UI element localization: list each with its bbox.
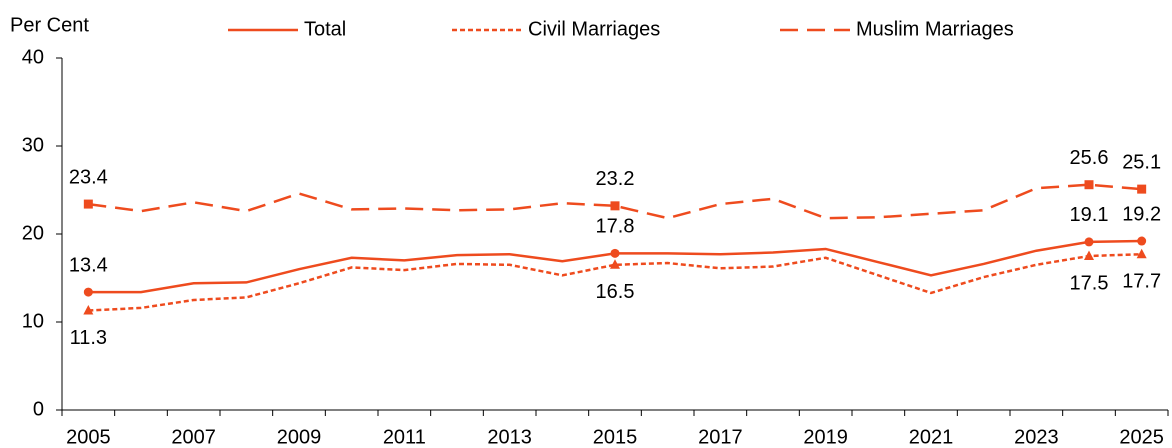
data-label: 25.1 [1122, 151, 1161, 173]
x-tick-label: 2007 [171, 426, 216, 448]
x-tick-label: 2019 [803, 426, 848, 448]
y-tick-label: 0 [33, 398, 44, 420]
series-line [88, 183, 1142, 220]
marker [1084, 250, 1094, 260]
data-label: 17.8 [596, 216, 635, 238]
data-label: 11.3 [70, 327, 107, 349]
legend-label: Total [304, 18, 346, 40]
data-label: 25.6 [1070, 147, 1109, 169]
y-tick-label: 30 [22, 134, 44, 156]
x-tick-label: 2005 [66, 426, 111, 448]
data-label: 17.5 [1070, 272, 1109, 294]
x-tick-label: 2013 [487, 426, 532, 448]
data-label: 23.2 [596, 168, 635, 190]
marker [1137, 184, 1147, 194]
x-tick-label: 2025 [1119, 426, 1164, 448]
x-tick-label: 2017 [698, 426, 743, 448]
legend-label: Muslim Marriages [856, 18, 1014, 40]
x-tick-label: 2009 [277, 426, 322, 448]
y-tick-label: 20 [22, 222, 44, 244]
data-label: 23.4 [69, 166, 108, 188]
marker [83, 199, 93, 209]
marker [1136, 248, 1147, 259]
marker [83, 287, 93, 297]
marker [610, 259, 620, 269]
marker [1084, 237, 1094, 247]
marker [83, 305, 94, 315]
marker [610, 201, 620, 211]
data-label: 19.2 [1122, 203, 1161, 225]
y-axis-label: Per Cent [10, 14, 89, 36]
marker [1084, 180, 1094, 190]
legend-label: Civil Marriages [528, 18, 660, 40]
y-tick-label: 40 [22, 46, 44, 68]
data-label: 17.7 [1122, 271, 1161, 293]
data-label: 19.1 [1070, 204, 1109, 226]
data-label: 16.5 [596, 281, 635, 303]
y-tick-label: 10 [22, 310, 44, 332]
x-tick-label: 2011 [383, 426, 426, 448]
marker [1137, 236, 1147, 246]
marker [610, 248, 620, 258]
data-label: 13.4 [69, 254, 108, 276]
x-tick-label: 2015 [593, 426, 638, 448]
series-line [88, 252, 1142, 312]
x-tick-label: 2023 [1014, 426, 1059, 448]
x-tick-label: 2021 [909, 426, 954, 448]
